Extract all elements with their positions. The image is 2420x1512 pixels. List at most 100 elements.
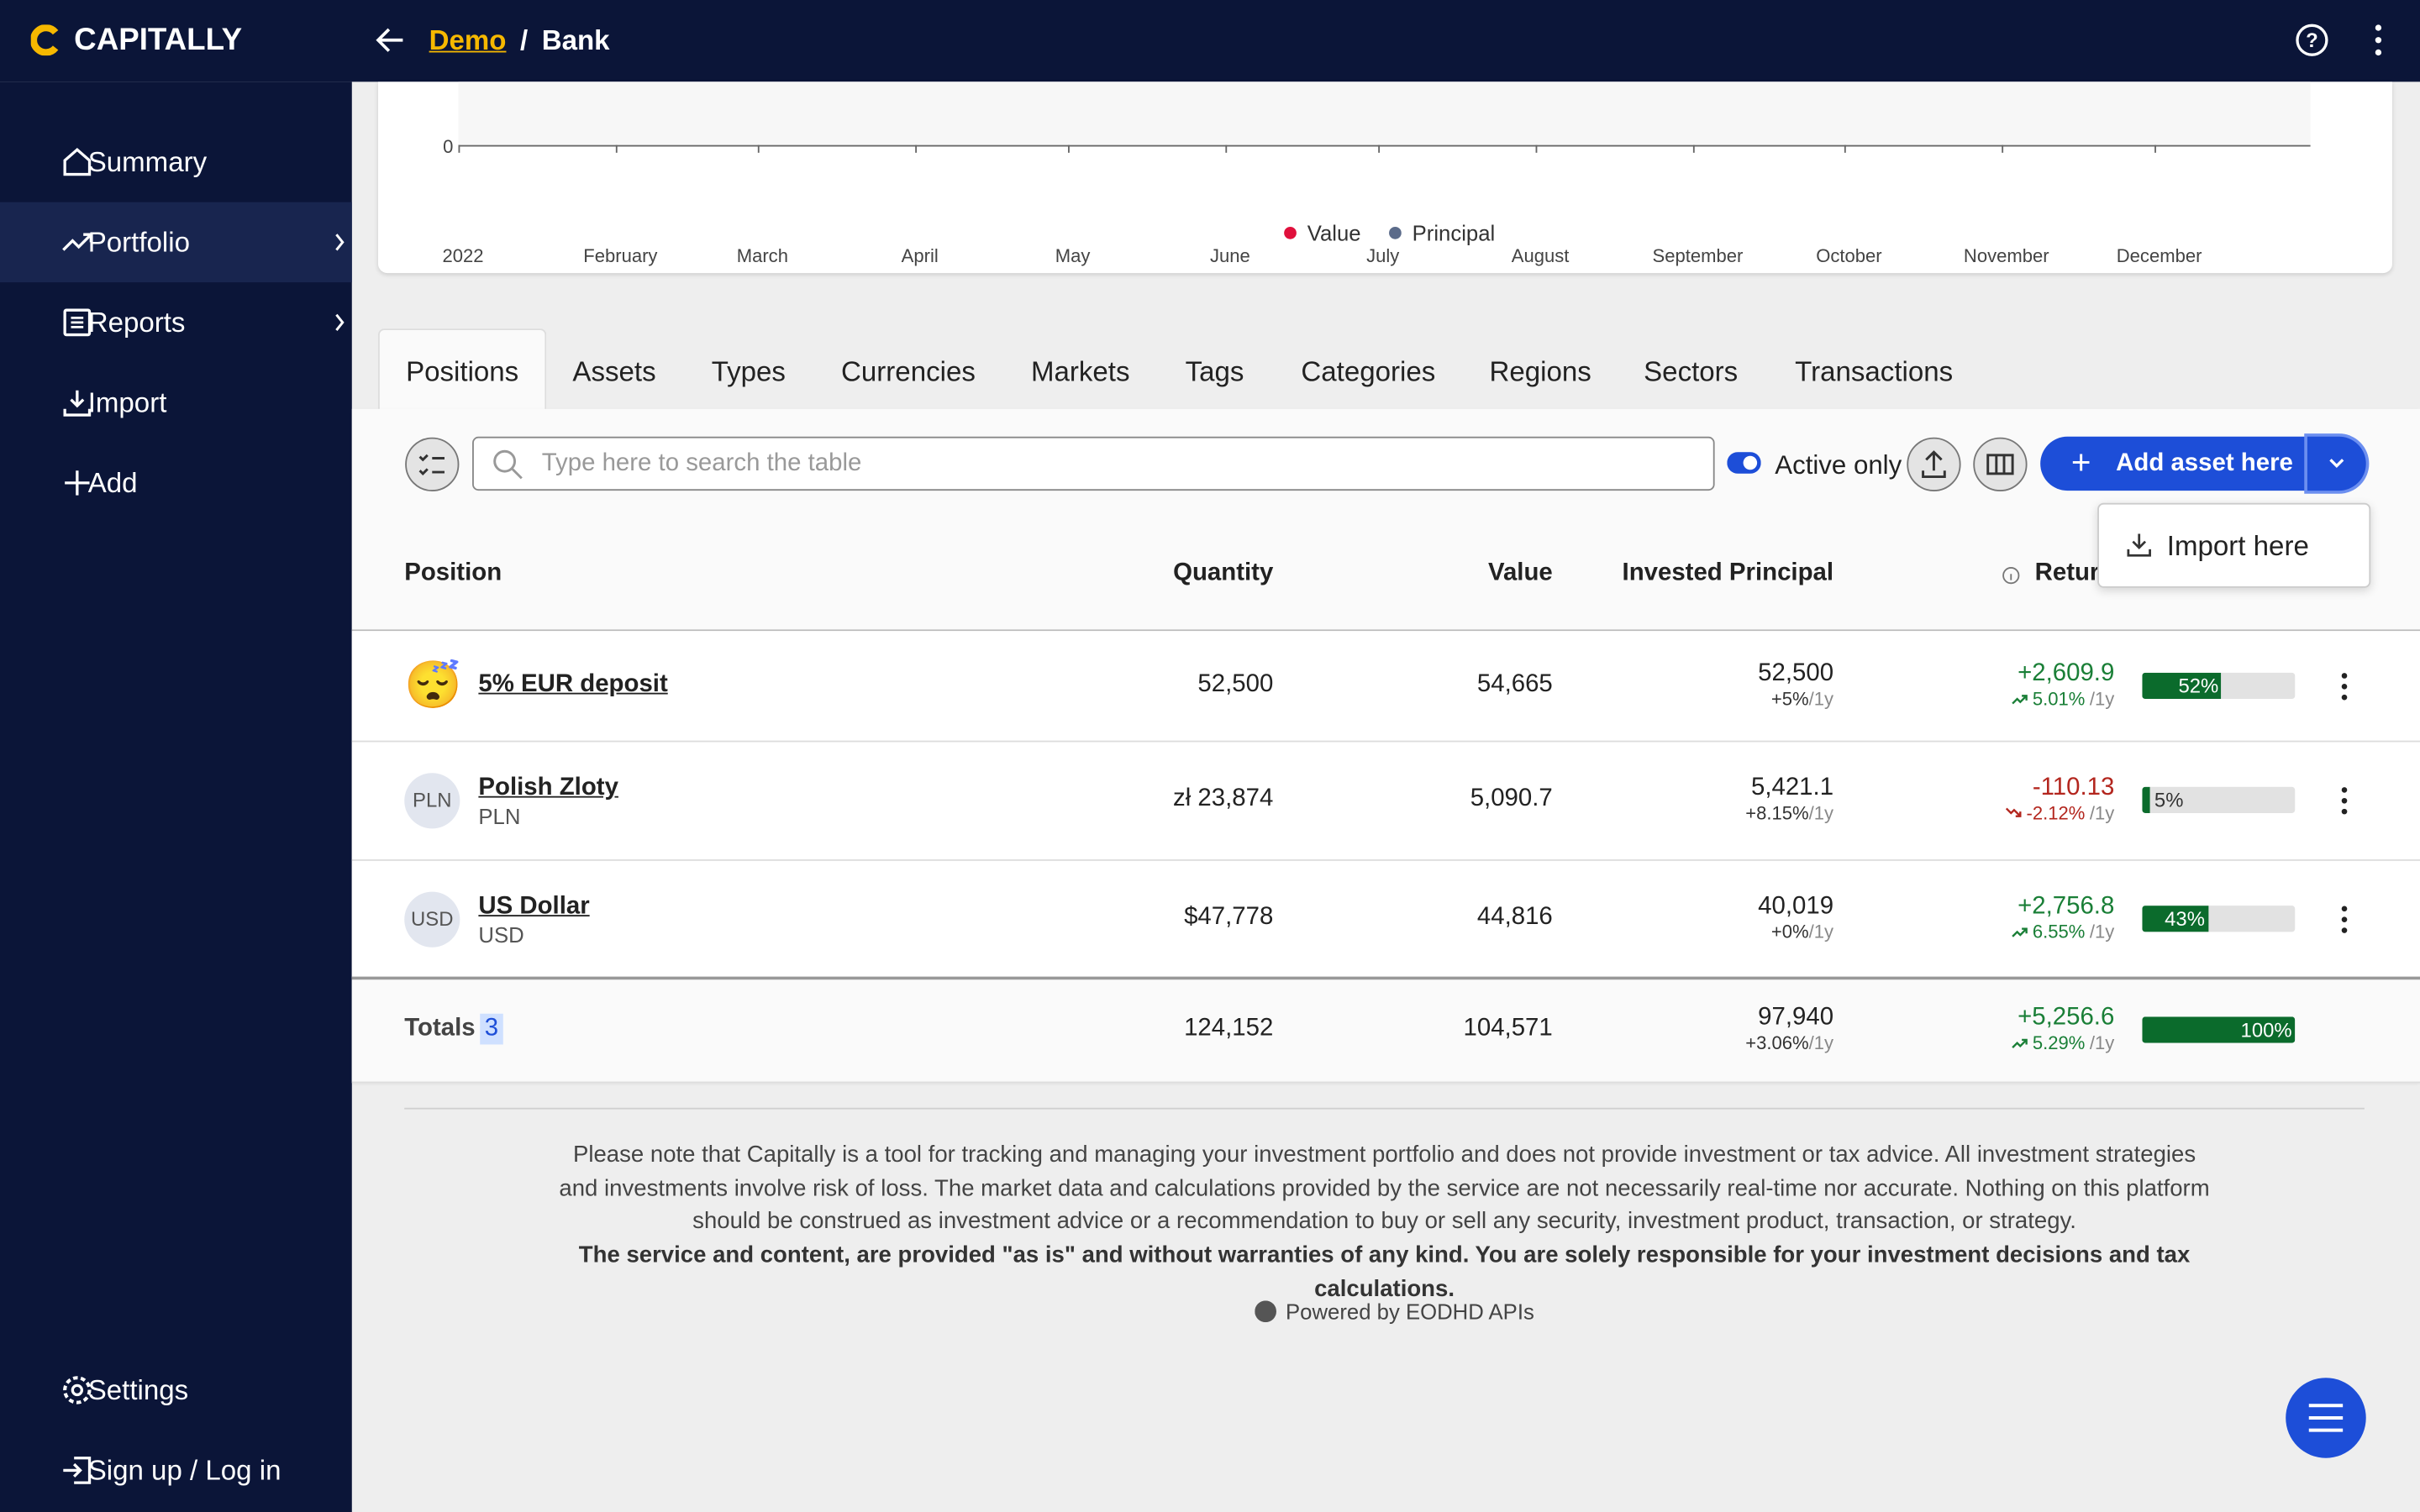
tab[interactable]: Assets bbox=[572, 356, 656, 388]
powered-by[interactable]: Powered by EODHD APIs bbox=[1286, 1299, 1534, 1324]
search-placeholder: Type here to search the table bbox=[541, 450, 862, 477]
row-menu[interactable] bbox=[2339, 905, 2349, 940]
row-bg bbox=[351, 979, 2420, 1084]
column-header[interactable]: Quantity bbox=[1173, 559, 1274, 586]
nav-item[interactable]: Reports bbox=[0, 282, 352, 363]
svg-text:?: ? bbox=[2306, 29, 2318, 52]
trend-icon bbox=[2011, 1032, 2028, 1054]
return: -110.13 bbox=[2032, 774, 2115, 801]
nav-item[interactable]: Summary bbox=[0, 122, 352, 202]
x-tick bbox=[1844, 144, 1846, 153]
share-label: 5% bbox=[2154, 788, 2184, 812]
x-tick-label: December bbox=[2116, 245, 2202, 267]
x-tick-label: October bbox=[1816, 245, 1882, 267]
info-icon bbox=[2002, 564, 2020, 592]
breadcrumb-link[interactable]: Demo bbox=[429, 24, 507, 56]
active-only-label: Active only bbox=[1775, 450, 1902, 480]
return-rate: 6.55%/1y bbox=[2011, 921, 2114, 942]
columns-button[interactable] bbox=[1972, 437, 2028, 492]
tab[interactable]: Positions bbox=[406, 356, 519, 388]
tab[interactable]: Sectors bbox=[1644, 356, 1739, 388]
x-tick bbox=[458, 144, 460, 153]
legend-label: Value bbox=[1307, 220, 1361, 246]
nav-label: Portfolio bbox=[87, 226, 191, 257]
principal-rate: +5%/1y bbox=[1771, 687, 1833, 709]
rate: +5% bbox=[1770, 687, 1809, 709]
disclaimer-text: Please note that Capitally is a tool for… bbox=[559, 1142, 2210, 1236]
x-tick-label: April bbox=[901, 245, 939, 267]
tab[interactable]: Categories bbox=[1301, 356, 1436, 388]
legend-dot bbox=[1284, 227, 1297, 239]
active-toggle[interactable] bbox=[1727, 452, 1761, 474]
row-bg bbox=[351, 742, 2420, 861]
rate: -2.12% bbox=[2026, 802, 2086, 824]
footer-divider bbox=[404, 1107, 2365, 1110]
nav-item[interactable]: Add bbox=[0, 443, 352, 523]
value: 5,090.7 bbox=[1470, 785, 1553, 812]
share-bar: 43% bbox=[2142, 905, 2296, 932]
share-bar: 52% bbox=[2142, 671, 2296, 699]
select-button[interactable] bbox=[404, 437, 460, 492]
position-name[interactable]: US Dollar bbox=[478, 892, 590, 919]
nav-item[interactable]: Portfolio bbox=[0, 202, 352, 283]
add-dropdown-toggle[interactable] bbox=[2307, 436, 2366, 491]
row-menu[interactable] bbox=[2339, 787, 2349, 822]
disclaimer-bold: The service and content, are provided "a… bbox=[578, 1242, 2191, 1302]
trend-icon-svg bbox=[2012, 694, 2028, 704]
nav-label: Sign up / Log in bbox=[87, 1454, 281, 1485]
return: +2,609.9 bbox=[2018, 659, 2115, 686]
x-tick-label: August bbox=[1511, 245, 1570, 267]
dropdown-item[interactable]: Import here bbox=[2166, 530, 2309, 562]
share-fill bbox=[2142, 1016, 2296, 1043]
nav-item[interactable]: Settings bbox=[0, 1350, 352, 1431]
breadcrumb-separator: / bbox=[519, 24, 529, 56]
nav-label: Reports bbox=[87, 306, 186, 338]
x-tick bbox=[1068, 144, 1070, 153]
share-fill bbox=[2142, 905, 2208, 932]
tab[interactable]: Markets bbox=[1030, 356, 1130, 388]
tab[interactable]: Transactions bbox=[1795, 356, 1954, 388]
add-asset-label: Add asset here bbox=[2116, 450, 2293, 477]
principal: 97,940 bbox=[1758, 1004, 1834, 1031]
legend-label: Principal bbox=[1412, 220, 1496, 246]
back-button[interactable] bbox=[375, 24, 406, 55]
share-label: 52% bbox=[2178, 673, 2219, 697]
totals-divider bbox=[351, 976, 2420, 980]
x-tick bbox=[2154, 144, 2156, 153]
row-bg bbox=[351, 631, 2420, 743]
tab[interactable]: Types bbox=[711, 356, 786, 388]
fab-menu[interactable] bbox=[2284, 1376, 2367, 1459]
eodhd-icon bbox=[1255, 1300, 1276, 1323]
nav-label: Import bbox=[87, 386, 167, 417]
header-divider bbox=[351, 629, 2420, 632]
add-asset-button[interactable]: + Add asset here bbox=[2040, 436, 2307, 491]
help-button[interactable]: ? bbox=[2295, 24, 2328, 57]
menu-button[interactable] bbox=[2370, 24, 2386, 57]
position-name[interactable]: Polish Zloty bbox=[478, 774, 618, 801]
trend-icon-svg bbox=[2012, 927, 2028, 937]
quantity: $47,778 bbox=[1184, 903, 1274, 930]
tab[interactable]: Regions bbox=[1489, 356, 1591, 388]
nav-item[interactable]: Sign up / Log in bbox=[0, 1431, 352, 1511]
nav-icon-svg bbox=[65, 470, 90, 496]
return: +5,256.6 bbox=[2018, 1004, 2115, 1031]
nav-item[interactable]: Import bbox=[0, 363, 352, 444]
position-name[interactable]: 5% EUR deposit bbox=[478, 670, 668, 697]
value: 54,665 bbox=[1476, 670, 1553, 697]
principal-rate: +3.06%/1y bbox=[1745, 1032, 1833, 1054]
quantity: 124,152 bbox=[1184, 1015, 1274, 1042]
position-ticker: PLN bbox=[478, 803, 521, 829]
tab[interactable]: Tags bbox=[1185, 356, 1244, 388]
column-header[interactable]: Value bbox=[1487, 559, 1553, 586]
search-input[interactable]: Type here to search the table bbox=[472, 436, 1715, 491]
column-header[interactable]: Position bbox=[404, 559, 502, 586]
export-button[interactable] bbox=[1906, 437, 1961, 492]
trend-icon bbox=[2011, 921, 2028, 942]
row-menu[interactable] bbox=[2339, 672, 2349, 707]
dropdown-menu: Import here bbox=[2097, 502, 2371, 588]
column-header[interactable]: Invested Principal bbox=[1622, 559, 1834, 586]
tab[interactable]: Currencies bbox=[841, 356, 976, 388]
share-bar: 5% bbox=[2142, 786, 2296, 813]
principal: 52,500 bbox=[1758, 659, 1834, 686]
info-icon-svg bbox=[2002, 567, 2020, 585]
